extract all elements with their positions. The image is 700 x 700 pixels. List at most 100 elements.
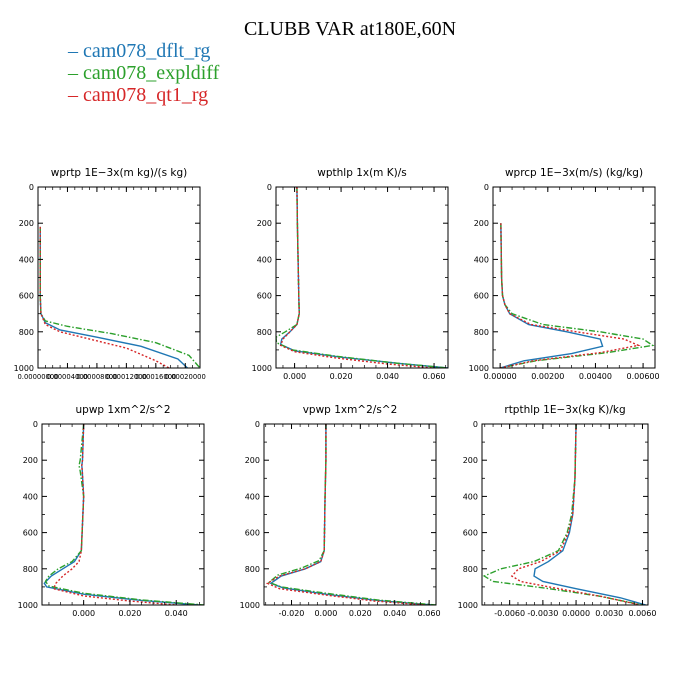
x-tick-label: 0.0030 xyxy=(595,609,623,618)
y-tick-label: 1000 xyxy=(14,364,34,373)
x-tick-label: -0.0030 xyxy=(527,609,558,618)
y-tick-label: 800 xyxy=(474,328,489,337)
x-tick-label: 0.020 xyxy=(118,609,141,618)
series-line-cam078_dflt_rg xyxy=(43,424,200,605)
x-tick-label: 0.0000 xyxy=(562,609,590,618)
panel-title: wprcp 1E−3x(m/s) (kg/kg) xyxy=(505,167,643,179)
y-tick-label: 400 xyxy=(245,492,260,501)
y-tick-label: 0 xyxy=(473,420,478,429)
y-tick-label: 400 xyxy=(19,255,34,264)
series-line-cam078_expldiff xyxy=(44,424,204,605)
legend: – cam078_dflt_rg – cam078_expldiff – cam… xyxy=(68,40,219,106)
panel-title: wprtp 1E−3x(m kg)/(s kg) xyxy=(51,167,188,179)
y-tick-label: 600 xyxy=(23,529,38,538)
x-tick-label: 0.040 xyxy=(383,609,406,618)
y-tick-label: 1000 xyxy=(252,364,272,373)
x-tick-label: 0.00004000 xyxy=(47,373,88,381)
y-tick-label: 600 xyxy=(19,292,34,301)
series-line-cam078_qt1_rg xyxy=(510,424,641,605)
legend-dash: – xyxy=(68,40,83,62)
series-line-cam078_dflt_rg xyxy=(39,226,188,368)
y-tick-label: 1000 xyxy=(240,601,260,610)
x-tick-label: 0.060 xyxy=(418,609,441,618)
x-tick-label: 0.00600 xyxy=(627,372,660,381)
plot-frame xyxy=(263,423,437,606)
plot-frame xyxy=(275,186,449,369)
legend-label: cam078_dflt_rg xyxy=(83,40,211,62)
series-line-cam078_expldiff xyxy=(267,424,436,605)
y-tick-label: 600 xyxy=(463,529,478,538)
y-tick-label: 1000 xyxy=(469,364,489,373)
plot-frame xyxy=(41,423,205,606)
y-tick-label: 800 xyxy=(463,565,478,574)
x-tick-label: 0.00016000 xyxy=(135,373,176,381)
series-line-cam078_expldiff xyxy=(276,187,448,368)
x-tick-label: 0.060 xyxy=(423,372,446,381)
x-tick-label: 0.000 xyxy=(283,372,306,381)
x-tick-label: 0.020 xyxy=(349,609,372,618)
y-tick-label: 0 xyxy=(29,183,34,192)
y-tick-label: 200 xyxy=(474,219,489,228)
y-tick-label: 600 xyxy=(474,292,489,301)
panel-title: vpwp 1xm^2/s^2 xyxy=(303,404,398,416)
plot-frame xyxy=(481,423,649,606)
y-tick-label: 600 xyxy=(245,529,260,538)
legend-item-expldiff: – cam078_expldiff xyxy=(68,62,219,84)
x-tick-label: 0.00000 xyxy=(484,372,517,381)
y-tick-label: 0 xyxy=(255,420,260,429)
y-tick-label: 200 xyxy=(23,456,38,465)
legend-item-dflt: – cam078_dflt_rg xyxy=(68,40,219,62)
y-tick-label: 400 xyxy=(23,492,38,501)
y-tick-label: 1000 xyxy=(18,601,38,610)
y-tick-label: 400 xyxy=(463,492,478,501)
series-line-cam078_qt1_rg xyxy=(52,424,177,605)
x-tick-label: 0.020 xyxy=(330,372,353,381)
panel-title: wpthlp 1x(m K)/s xyxy=(317,167,407,179)
series-line-cam078_expldiff xyxy=(500,223,655,368)
y-tick-label: 0 xyxy=(33,420,38,429)
legend-label: cam078_expldiff xyxy=(83,62,220,84)
series-line-cam078_qt1_rg xyxy=(500,223,641,368)
y-tick-label: 400 xyxy=(257,255,272,264)
y-tick-label: 200 xyxy=(19,219,34,228)
y-tick-label: 200 xyxy=(257,219,272,228)
x-tick-label: 0.00400 xyxy=(579,372,612,381)
x-tick-label: 0.000 xyxy=(314,609,337,618)
x-tick-label: 0.000 xyxy=(72,609,95,618)
series-line-cam078_dflt_rg xyxy=(533,424,646,605)
x-tick-label: 0.00020000 xyxy=(165,373,206,381)
y-tick-label: 600 xyxy=(257,292,272,301)
x-tick-label: 0.00200 xyxy=(531,372,564,381)
y-tick-label: 800 xyxy=(23,565,38,574)
y-tick-label: 800 xyxy=(245,565,260,574)
x-tick-label: 0.0060 xyxy=(628,609,656,618)
legend-item-qt1: – cam078_qt1_rg xyxy=(68,84,219,106)
series-line-cam078_dflt_rg xyxy=(279,187,448,368)
x-tick-label: 0.00000000 xyxy=(17,373,58,381)
x-tick-label: 0.040 xyxy=(376,372,399,381)
series-line-cam078_dflt_rg xyxy=(269,424,433,605)
y-tick-label: 800 xyxy=(257,328,272,337)
y-tick-label: 0 xyxy=(484,183,489,192)
y-tick-label: 200 xyxy=(245,456,260,465)
plot-frame xyxy=(492,186,656,369)
panel-title: upwp 1xm^2/s^2 xyxy=(76,404,171,416)
legend-label: cam078_qt1_rg xyxy=(83,84,209,106)
y-tick-label: 400 xyxy=(474,255,489,264)
series-line-cam078_dflt_rg xyxy=(499,223,604,368)
legend-dash: – xyxy=(68,84,83,106)
y-tick-label: 800 xyxy=(19,328,34,337)
y-tick-label: 1000 xyxy=(458,601,478,610)
plot-frame xyxy=(37,186,201,369)
y-tick-label: 0 xyxy=(267,183,272,192)
series-line-cam078_qt1_rg xyxy=(265,424,426,605)
legend-dash: – xyxy=(68,62,83,84)
x-tick-label: -0.0060 xyxy=(494,609,525,618)
panel-title: rtpthlp 1E−3x(kg K)/kg xyxy=(504,404,625,416)
figure-title: CLUBB VAR at180E,60N xyxy=(243,18,457,40)
y-tick-label: 200 xyxy=(463,456,478,465)
x-tick-label: -0.020 xyxy=(279,609,305,618)
series-line-cam078_expldiff xyxy=(482,424,643,605)
